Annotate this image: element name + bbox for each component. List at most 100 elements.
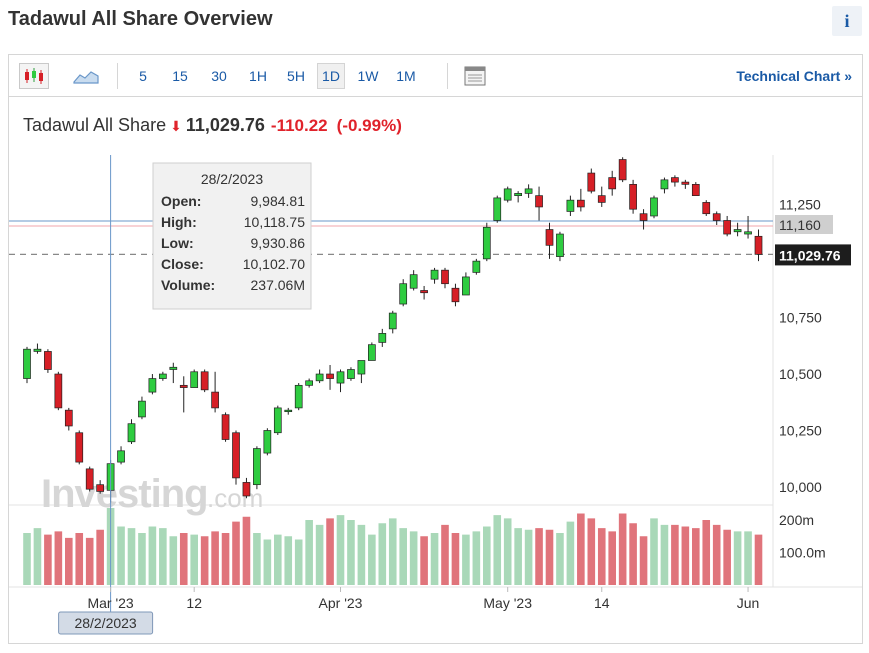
volume-bar [556, 533, 564, 585]
volume-bar [514, 528, 522, 585]
volume-bar [117, 526, 125, 585]
volume-bar [587, 518, 596, 585]
volume-bar [23, 533, 31, 585]
volume-bar [535, 528, 543, 585]
candle-body [472, 260, 481, 273]
candle-body [232, 432, 240, 479]
candlestick-icon [25, 68, 43, 84]
volume-tick-label: 100.0m [779, 545, 826, 561]
y-tick-label: 11,250 [779, 197, 821, 213]
ohlc-tooltip [152, 162, 312, 310]
volume-bar [211, 531, 219, 585]
timeframe-5h-button[interactable]: 5H [287, 68, 305, 84]
data-table-button[interactable] [461, 63, 489, 89]
candle-body [169, 366, 178, 370]
volume-bar [597, 528, 606, 585]
technical-chart-link[interactable]: Technical Chart » [736, 68, 852, 84]
crosshair-date-box [58, 611, 154, 635]
price-chart[interactable]: Investing .com 11,250 11,160 10,750 10,500 10,… [9, 55, 862, 643]
y-tick-highlight [775, 215, 833, 234]
timeframe-15-button[interactable]: 15 [172, 68, 188, 84]
timeframe-30-button[interactable]: 30 [211, 68, 227, 84]
page-header: Tadawul All Share Overview i [0, 0, 869, 48]
volume-bar [618, 513, 627, 585]
volume-bar [712, 524, 721, 585]
volume-bar [169, 536, 178, 585]
candle-body [85, 468, 94, 490]
candle-body [75, 432, 84, 463]
y-tick-label: 11,160 [779, 217, 821, 233]
candle-body [754, 235, 763, 255]
timeframe-1m-button[interactable]: 1M [396, 68, 416, 84]
candle-body [702, 202, 711, 215]
candle-body [326, 373, 334, 379]
candle-body [96, 484, 105, 492]
volume-bar [148, 526, 157, 585]
volume-bar [96, 529, 104, 585]
volume-bar [629, 523, 637, 585]
volume-bar [200, 536, 209, 585]
volume-bar [503, 518, 512, 585]
volume-bar [566, 521, 575, 585]
candle-body [315, 373, 324, 382]
volume-bar [388, 518, 397, 585]
info-button[interactable]: i [832, 6, 862, 36]
candle-body [629, 184, 637, 210]
timeframe-1w-button[interactable]: 1W [357, 68, 379, 84]
candle-body [54, 373, 63, 409]
candle-body [451, 287, 460, 303]
candle-body [127, 423, 136, 443]
tooltip-date: 28/2/2023 [201, 171, 263, 187]
candle-body [305, 380, 313, 386]
page-title: Tadawul All Share Overview [8, 8, 273, 30]
timeframe-1d-button[interactable]: 1D [317, 63, 345, 89]
candle-body [117, 450, 125, 463]
candle-body [639, 213, 648, 221]
volume-bar [545, 529, 554, 585]
volume-bar [608, 531, 616, 585]
candle-body [357, 360, 366, 375]
x-tick-label: Apr '23 [319, 595, 363, 611]
down-arrow-icon: ⬇ [170, 118, 182, 134]
candle-body [618, 159, 627, 181]
candle-body [221, 414, 230, 440]
timeframe-1h-button[interactable]: 1H [249, 68, 267, 84]
candle-body [378, 333, 387, 343]
candle-body [671, 177, 679, 183]
volume-bar [524, 529, 533, 585]
volume-bar [472, 531, 481, 585]
volume-bar [378, 523, 387, 585]
x-tick-label: Mar '23 [87, 595, 133, 611]
candle-body [409, 274, 418, 289]
volume-bar [660, 524, 669, 585]
volume-bar [493, 515, 502, 585]
candle-body [493, 197, 502, 221]
volume-bar [692, 528, 700, 585]
tooltip-volume-label: Volume: [161, 277, 215, 293]
candle-body [441, 269, 449, 285]
candlestick-chart-button[interactable] [19, 63, 49, 89]
volume-bar [305, 520, 313, 585]
timeframe-5-button[interactable]: 5 [139, 68, 147, 84]
area-chart-button[interactable] [71, 63, 101, 89]
volume-bar [744, 531, 752, 585]
volume-bar [284, 536, 293, 585]
volume-bar [190, 534, 198, 585]
candle-body [723, 220, 732, 235]
price-change-percent: (-0.99%) [336, 116, 402, 135]
quote-legend: Tadawul All Share ⬇ 11,029.76 -110.22 (-0.9… [23, 115, 402, 139]
candle-body [159, 373, 167, 379]
volume-bar [263, 539, 272, 585]
x-tick-label: 14 [594, 595, 610, 611]
volume-bar [723, 529, 731, 585]
tooltip-open-value: 9,984.81 [251, 193, 306, 209]
candle-body [273, 407, 282, 434]
volume-bar [451, 533, 460, 585]
volume-bar [159, 528, 167, 585]
volume-bar [127, 528, 136, 585]
volume-bar [733, 531, 742, 585]
instrument-name: Tadawul All Share [23, 115, 167, 135]
candle-body [430, 269, 439, 280]
volume-bar [326, 518, 334, 585]
candle-body [200, 371, 209, 391]
